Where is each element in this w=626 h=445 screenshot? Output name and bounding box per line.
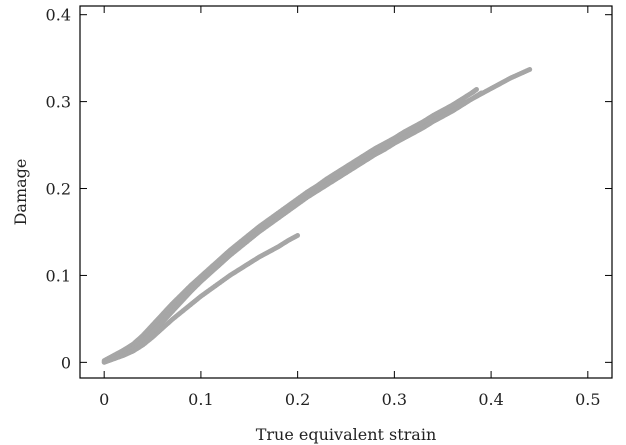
data-point [479, 90, 484, 96]
y-tick-label: 0.3 [46, 93, 71, 112]
y-axis-label: Damage [11, 159, 30, 226]
plot-frame [79, 5, 613, 379]
y-tick-label: 0.2 [46, 180, 71, 199]
series-2 [101, 87, 479, 364]
x-tick-label: 0.3 [382, 390, 407, 409]
y-tick-label: 0.4 [46, 6, 71, 25]
y-tick-label: 0 [61, 353, 71, 372]
data-point [474, 87, 479, 92]
y-tick-label: 0.1 [46, 266, 71, 285]
x-axis: 0 0.1 0.2 0.3 0.4 0.5 [99, 6, 601, 409]
data-point [527, 67, 533, 72]
x-tick-label: 0.5 [575, 390, 600, 409]
x-tick-label: 0.4 [478, 390, 503, 409]
x-tick-label: 0.2 [285, 390, 310, 409]
x-axis-label: True equivalent strain [256, 425, 437, 444]
data-point [295, 233, 301, 238]
series-3 [101, 90, 484, 365]
x-tick-label: 0 [99, 390, 109, 409]
y-axis: 0 0.1 0.2 0.3 0.4 [46, 6, 612, 372]
series-4 [101, 233, 301, 365]
x-tick-label: 0.1 [188, 390, 213, 409]
scatter-marks [101, 67, 533, 365]
